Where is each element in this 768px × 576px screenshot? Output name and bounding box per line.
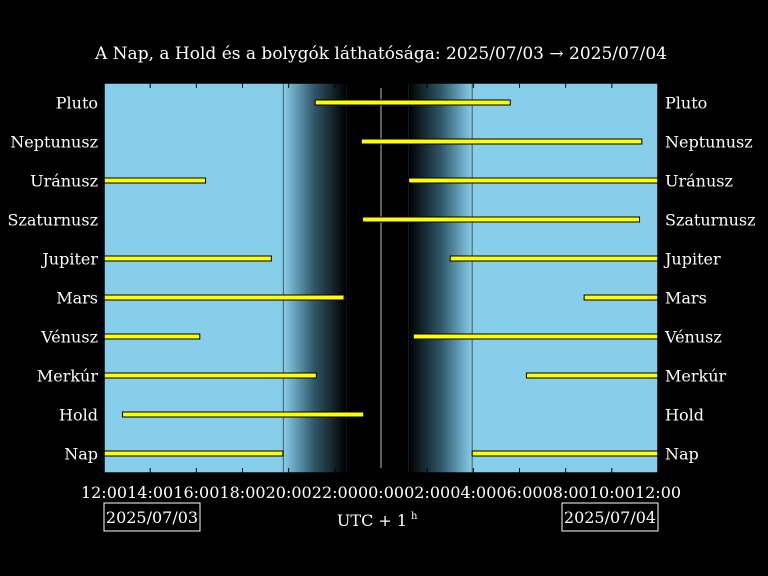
- label-left-jupiter: Jupiter: [40, 250, 98, 269]
- date-end-label: 2025/07/04: [564, 508, 656, 527]
- bar-mars-1: [103, 294, 345, 301]
- label-right-venusz: Vénusz: [664, 328, 722, 347]
- x-tick-label-3: 18:00: [219, 483, 265, 502]
- label-left-szaturnusz: Szaturnusz: [7, 211, 98, 230]
- x-tick-label-5: 22:00: [312, 483, 358, 502]
- x-tick-label-10: 08:00: [543, 483, 589, 502]
- date-start-label: 2025/07/03: [106, 508, 198, 527]
- chart-title: A Nap, a Hold és a bolygók láthatósága: …: [94, 44, 667, 64]
- bar-venusz-1: [103, 333, 201, 340]
- bar-uranusz-2: [408, 177, 659, 184]
- bar-venusz-2: [412, 333, 659, 340]
- bar-jupiter-1: [103, 255, 272, 262]
- label-left-venusz: Vénusz: [40, 328, 98, 347]
- x-tick-label-7: 02:00: [404, 483, 450, 502]
- bar-jupiter-2: [449, 255, 659, 262]
- label-left-neptunusz: Neptunusz: [10, 133, 98, 152]
- label-left-uranusz: Uránusz: [30, 172, 98, 191]
- x-axis-label-superscript: h: [411, 511, 418, 522]
- bar-nap-2: [471, 450, 659, 457]
- x-tick-label-12: 12:00: [635, 483, 681, 502]
- x-tick-label-0: 12:00: [81, 483, 127, 502]
- label-left-mars: Mars: [56, 289, 98, 308]
- label-right-mars: Mars: [665, 289, 707, 308]
- label-left-nap: Nap: [64, 445, 98, 464]
- x-axis-label: UTC + 1: [337, 511, 407, 530]
- x-tick-labels: 12:00 14:00 16:00 18:00 20:00 22:00 00:00 02:00…: [81, 483, 681, 502]
- x-tick-label-8: 04:00: [450, 483, 496, 502]
- x-tick-label-1: 14:00: [127, 483, 173, 502]
- label-right-merkur: Merkúr: [665, 367, 727, 386]
- x-tick-label-11: 10:00: [589, 483, 635, 502]
- body-labels-right: Pluto Neptunusz Uránusz Szaturnusz Jupiter Ma…: [663, 94, 756, 464]
- label-right-nap: Nap: [665, 445, 699, 464]
- label-right-uranusz: Uránusz: [665, 172, 733, 191]
- dusk-twilight: [283, 83, 347, 473]
- bar-uranusz-1: [103, 177, 207, 184]
- bar-merkur-2: [525, 372, 659, 379]
- x-tick-label-9: 06:00: [496, 483, 542, 502]
- label-left-hold: Hold: [59, 406, 98, 425]
- date-end-box: [561, 502, 659, 532]
- label-right-szaturnusz: Szaturnusz: [665, 211, 756, 230]
- dawn-twilight: [408, 83, 473, 473]
- bar-szaturnusz-1: [362, 216, 641, 223]
- label-right-pluto: Pluto: [665, 94, 707, 113]
- label-right-jupiter: Jupiter: [663, 250, 721, 269]
- night-region: [346, 83, 409, 473]
- x-tick-label-2: 16:00: [173, 483, 219, 502]
- x-tick-label-4: 20:00: [266, 483, 312, 502]
- bar-hold-1: [121, 411, 365, 418]
- bar-neptunusz-1: [360, 138, 643, 145]
- body-labels-left: Pluto Neptunusz Uránusz Szaturnusz Jupiter Ma…: [7, 94, 98, 464]
- bar-mars-2: [583, 294, 659, 301]
- label-left-pluto: Pluto: [56, 94, 98, 113]
- plot-frame: [103, 82, 659, 474]
- label-left-merkur: Merkúr: [37, 367, 99, 386]
- bar-merkur-1: [103, 372, 317, 379]
- x-tick-label-6: 00:00: [358, 483, 404, 502]
- label-right-neptunusz: Neptunusz: [665, 133, 753, 152]
- grid-lines: [282, 83, 473, 473]
- label-right-hold: Hold: [665, 406, 704, 425]
- bar-pluto-1: [314, 99, 511, 106]
- bar-nap-1: [103, 450, 284, 457]
- date-start-box: [103, 502, 201, 532]
